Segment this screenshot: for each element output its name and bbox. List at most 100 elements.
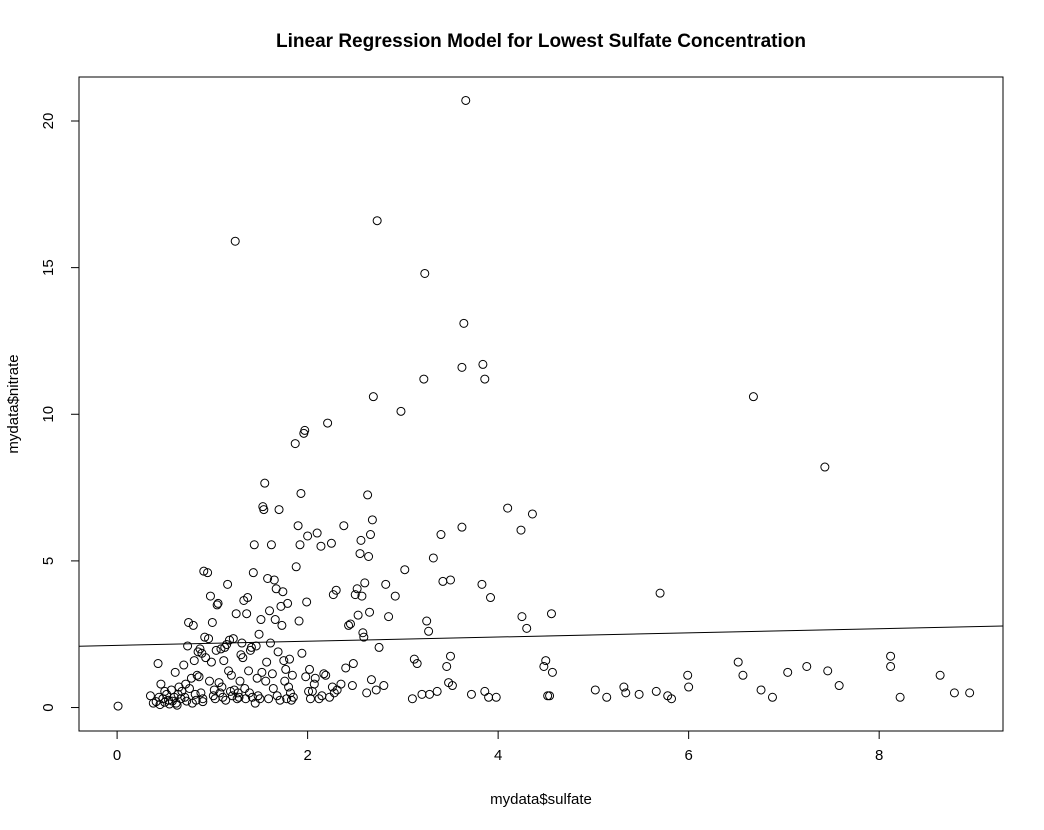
data-point	[293, 521, 303, 531]
data-point	[522, 623, 532, 633]
data-point	[412, 659, 422, 669]
data-point	[684, 682, 694, 692]
data-point	[935, 670, 945, 680]
data-point	[156, 679, 166, 689]
data-point	[277, 620, 287, 630]
data-point	[214, 678, 224, 688]
data-point	[209, 685, 219, 695]
data-point	[255, 694, 265, 704]
data-point	[347, 681, 357, 691]
data-point	[323, 418, 333, 428]
data-point	[949, 688, 959, 698]
y-tick-label: 20	[40, 113, 57, 130]
data-point	[634, 689, 644, 699]
data-point	[372, 216, 382, 226]
data-point	[231, 609, 241, 619]
data-point	[802, 661, 812, 671]
data-point	[160, 686, 170, 696]
data-point	[263, 573, 273, 583]
data-point	[261, 676, 271, 686]
data-point	[236, 650, 246, 660]
data-point	[381, 579, 391, 589]
data-point	[232, 694, 242, 704]
data-point	[217, 682, 227, 692]
data-point	[234, 692, 244, 702]
data-point	[193, 647, 203, 657]
data-point	[466, 689, 476, 699]
data-point	[294, 616, 304, 626]
data-point	[447, 681, 457, 691]
data-point	[264, 694, 274, 704]
data-point	[176, 694, 186, 704]
data-point	[302, 597, 312, 607]
data-point	[269, 575, 279, 585]
data-point	[164, 695, 174, 705]
data-point	[155, 700, 165, 710]
data-point	[218, 692, 228, 702]
data-point	[422, 616, 432, 626]
data-point	[251, 641, 261, 651]
data-point	[309, 679, 319, 689]
data-point	[446, 575, 456, 585]
data-point	[823, 666, 833, 676]
data-point	[184, 683, 194, 693]
data-point	[480, 374, 490, 384]
x-tick-label: 6	[684, 747, 692, 764]
data-point	[327, 682, 337, 692]
data-point	[733, 657, 743, 667]
data-point	[154, 692, 164, 702]
data-point	[358, 628, 368, 638]
data-point	[235, 676, 245, 686]
data-point	[419, 374, 429, 384]
data-point	[344, 620, 354, 630]
data-point	[285, 688, 295, 698]
x-axis-label: mydata$sulfate	[490, 791, 592, 808]
y-tick-label: 10	[40, 406, 57, 423]
data-point	[767, 692, 777, 702]
data-point	[270, 615, 280, 625]
data-point	[238, 653, 248, 663]
data-point	[683, 670, 693, 680]
data-point	[279, 656, 289, 666]
data-point	[188, 620, 198, 630]
data-point	[224, 666, 234, 676]
data-point	[286, 695, 296, 705]
data-point	[204, 634, 214, 644]
data-point	[517, 612, 527, 622]
data-point	[384, 612, 394, 622]
data-point	[226, 670, 236, 680]
data-point	[336, 679, 346, 689]
data-point	[280, 676, 290, 686]
data-point	[287, 670, 297, 680]
data-point	[225, 635, 235, 645]
data-point	[379, 681, 389, 691]
data-point	[262, 657, 272, 667]
data-point	[590, 685, 600, 695]
data-point	[233, 688, 243, 698]
y-axis-label: mydata$nitrate	[5, 354, 22, 453]
data-point	[179, 660, 189, 670]
data-point	[350, 590, 360, 600]
data-point	[195, 644, 205, 654]
data-point	[477, 579, 487, 589]
data-point	[200, 632, 210, 642]
data-point	[478, 359, 488, 369]
data-point	[438, 576, 448, 586]
data-point	[192, 670, 202, 680]
data-point	[783, 667, 793, 677]
data-point	[295, 540, 305, 550]
data-point	[424, 626, 434, 636]
data-point	[205, 591, 215, 601]
data-point	[895, 692, 905, 702]
data-point	[297, 648, 307, 658]
data-point	[407, 694, 417, 704]
data-point	[275, 695, 285, 705]
data-point	[284, 682, 294, 692]
data-point	[326, 538, 336, 548]
data-point	[545, 691, 555, 701]
data-point	[396, 406, 406, 416]
data-point	[738, 670, 748, 680]
data-point	[300, 425, 310, 435]
data-point	[254, 629, 264, 639]
data-point	[206, 657, 216, 667]
